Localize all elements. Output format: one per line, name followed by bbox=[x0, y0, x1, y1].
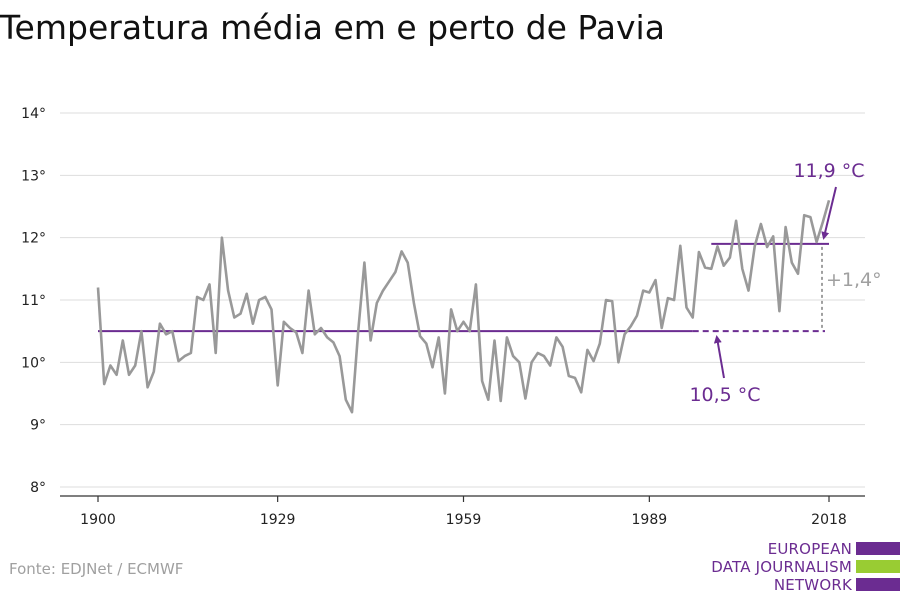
y-tick-label: 10° bbox=[21, 355, 46, 371]
logo-bar-purple-bottom bbox=[856, 578, 900, 591]
x-tick-label: 1959 bbox=[446, 512, 482, 528]
x-tick-label: 1929 bbox=[260, 512, 296, 528]
arrow-recent-mean bbox=[821, 186, 837, 240]
series-group bbox=[96, 199, 831, 414]
logo-line-1: EUROPEAN bbox=[767, 540, 852, 558]
recent-mean-label: 11,9 °C bbox=[793, 160, 864, 182]
chart-title: Temperatura média em e perto de Pavia bbox=[0, 8, 665, 47]
logo-bar-purple-top bbox=[856, 542, 900, 555]
baseline-mean-label: 10,5 °C bbox=[689, 384, 760, 406]
logo-line-2: DATA JOURNALISM bbox=[711, 558, 852, 576]
y-tick-label: 8° bbox=[30, 480, 46, 496]
temperature-series-line bbox=[96, 199, 831, 414]
edjnet-logo: EUROPEAN DATA JOURNALISM NETWORK bbox=[700, 540, 900, 596]
x-axis: 1900 1929 1959 1989 2018 bbox=[60, 495, 865, 528]
y-tick-label: 12° bbox=[21, 231, 46, 247]
x-tick-label: 1989 bbox=[632, 512, 668, 528]
source-label: Fonte: EDJNet / ECMWF bbox=[9, 560, 184, 578]
x-tick-label: 2018 bbox=[811, 512, 847, 528]
difference-label: +1,4° bbox=[826, 269, 882, 291]
y-tick-label: 11° bbox=[21, 293, 46, 309]
y-tick-labels: 8° 9° 10° 11° 12° 13° 14° bbox=[21, 106, 46, 496]
logo-bar-green bbox=[856, 560, 900, 573]
annotations: +1,4° 11,9 °C 10,5 °C bbox=[689, 160, 881, 406]
y-tick-label: 14° bbox=[21, 106, 46, 122]
grid-lines bbox=[60, 112, 865, 488]
logo-line-3: NETWORK bbox=[773, 576, 852, 594]
y-tick-label: 13° bbox=[21, 168, 46, 184]
x-tick-label: 1900 bbox=[80, 512, 116, 528]
y-tick-label: 9° bbox=[30, 418, 46, 434]
arrow-baseline-mean bbox=[713, 335, 725, 379]
